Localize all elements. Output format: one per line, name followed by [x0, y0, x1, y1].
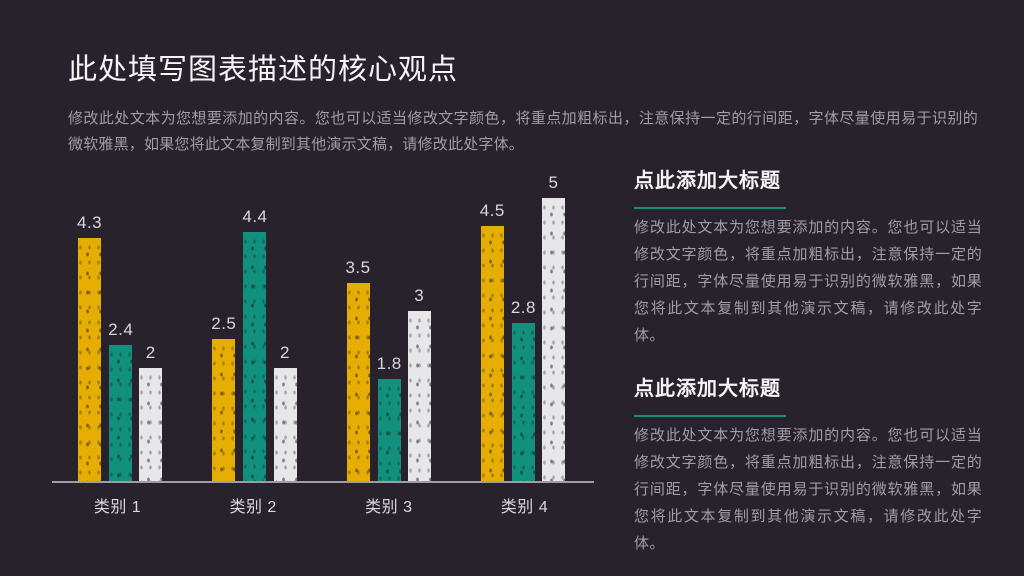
bar-wrap: 2 — [139, 343, 163, 481]
x-axis-labels: 类别 1 类别 2 类别 3 类别 4 — [52, 493, 594, 517]
bar-value-label: 1.8 — [376, 354, 402, 373]
bar-value-label: 2.5 — [211, 314, 237, 333]
heading-underline — [634, 415, 786, 417]
section-body: 修改此处文本为您想要添加的内容。您也可以适当修改文字颜色，将重点加粗标出，注意保… — [634, 219, 982, 344]
bar-wrap: 2.8 — [511, 299, 536, 481]
bar-wrap: 3.5 — [345, 259, 370, 481]
text-column: 点此添加大标题 修改此处文本为您想要添加的内容。您也可以适当修改文字颜色，将重点… — [634, 164, 982, 557]
bar-wrap: 2.4 — [108, 321, 133, 481]
category-label: 类别 2 — [229, 499, 277, 516]
slide-description: 修改此处文本为您想要添加的内容。您也可以适当修改文字颜色，将重点加粗标出，注意保… — [68, 110, 978, 153]
chart-bar — [212, 339, 236, 481]
chart-bar — [407, 311, 431, 481]
bar-value-label: 4.5 — [479, 201, 505, 220]
chart-plot-area: 4.3 2.4 2 2.5 4.4 2 3.5 1.8 3 4.5 2.8 5 — [52, 174, 594, 483]
chart-bar — [377, 379, 401, 481]
bar-value-label: 2 — [145, 343, 156, 362]
text-section: 点此添加大标题 修改此处文本为您想要添加的内容。您也可以适当修改文字颜色，将重点… — [634, 164, 982, 349]
bar-wrap: 5 — [541, 173, 565, 481]
bar-wrap: 4.4 — [242, 208, 267, 481]
bar-wrap: 1.8 — [377, 355, 402, 481]
chart-bar — [243, 232, 267, 481]
heading-underline — [634, 207, 786, 209]
section-body: 修改此处文本为您想要添加的内容。您也可以适当修改文字颜色，将重点加粗标出，注意保… — [634, 427, 982, 552]
chart-bar — [511, 323, 535, 481]
chart-bar — [541, 198, 565, 481]
bar-group: 2.5 4.4 2 — [211, 208, 297, 481]
bar-value-label: 2.4 — [108, 320, 134, 339]
bar-group: 4.5 2.8 5 — [480, 174, 565, 481]
bar-value-label: 3 — [414, 286, 425, 305]
bar-value-label: 3.5 — [345, 258, 371, 277]
bar-value-label: 4.4 — [242, 207, 268, 226]
bar-wrap: 4.5 — [480, 202, 505, 481]
chart-bar — [78, 238, 102, 481]
category-label: 类别 1 — [93, 499, 142, 516]
section-heading: 点此添加大标题 — [634, 378, 781, 400]
section-heading: 点此添加大标题 — [634, 170, 781, 192]
chart-bar — [273, 368, 297, 481]
chart-bar — [109, 345, 133, 481]
bar-value-label: 2 — [280, 343, 290, 362]
bar-value-label: 2.8 — [510, 298, 536, 317]
chart-bar — [346, 283, 370, 481]
bar-value-label: 5 — [548, 173, 559, 192]
bar-group: 3.5 1.8 3 — [345, 259, 431, 481]
chart-bar — [480, 226, 504, 481]
slide-title: 此处填写图表描述的核心观点 — [68, 54, 459, 86]
chart-bar — [139, 368, 163, 481]
bar-group: 4.3 2.4 2 — [77, 214, 163, 481]
category-label: 类别 3 — [365, 499, 413, 516]
bar-wrap: 4.3 — [77, 214, 102, 481]
bar-value-label: 4.3 — [77, 213, 103, 232]
bar-wrap: 2.5 — [211, 315, 236, 481]
bar-wrap: 3 — [407, 286, 431, 481]
category-label: 类别 4 — [500, 499, 549, 516]
text-section: 点此添加大标题 修改此处文本为您想要添加的内容。您也可以适当修改文字颜色，将重点… — [634, 372, 982, 557]
bar-wrap: 2 — [273, 343, 297, 481]
